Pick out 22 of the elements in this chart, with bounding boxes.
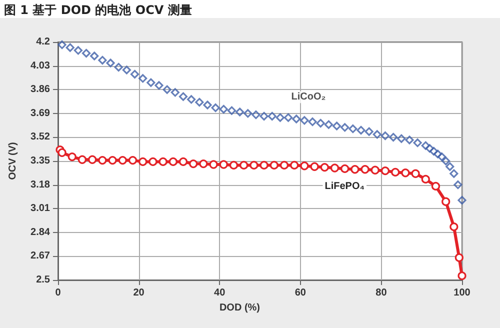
y-tick-label: 3.01 bbox=[30, 203, 50, 214]
y-tick-label: 3.52 bbox=[30, 132, 50, 143]
x-tick-label: 80 bbox=[376, 288, 388, 298]
y-tick-label: 4.03 bbox=[30, 60, 50, 72]
y-tick-label: 4.2 bbox=[36, 36, 50, 48]
y-tick-label: 2.67 bbox=[30, 250, 50, 262]
x-tick-label: 100 bbox=[454, 288, 471, 298]
y-axis-title: OCV (V) bbox=[8, 142, 18, 180]
x-tick-label: 0 bbox=[55, 288, 62, 298]
y-tick-label: 2.5 bbox=[36, 274, 50, 286]
y-tick-label: 2.84 bbox=[30, 226, 50, 238]
y-tick-label: 3.69 bbox=[30, 108, 50, 119]
y-tick-label: 3.18 bbox=[30, 179, 50, 190]
x-tick-label: 40 bbox=[214, 288, 226, 298]
y-tick-label: 3.86 bbox=[30, 84, 50, 96]
x-axis-title: DOD (%) bbox=[219, 302, 260, 314]
x-tick-label: 20 bbox=[133, 288, 145, 298]
y-tick-label: 3.35 bbox=[30, 156, 50, 166]
chart-title: 图 1 基于 DOD 的电池 OCV 测量 bbox=[4, 2, 192, 19]
series-label: LiCoO₂ bbox=[291, 92, 326, 103]
series-label: LiFePO₄ bbox=[324, 181, 365, 192]
x-tick-label: 60 bbox=[294, 288, 306, 298]
